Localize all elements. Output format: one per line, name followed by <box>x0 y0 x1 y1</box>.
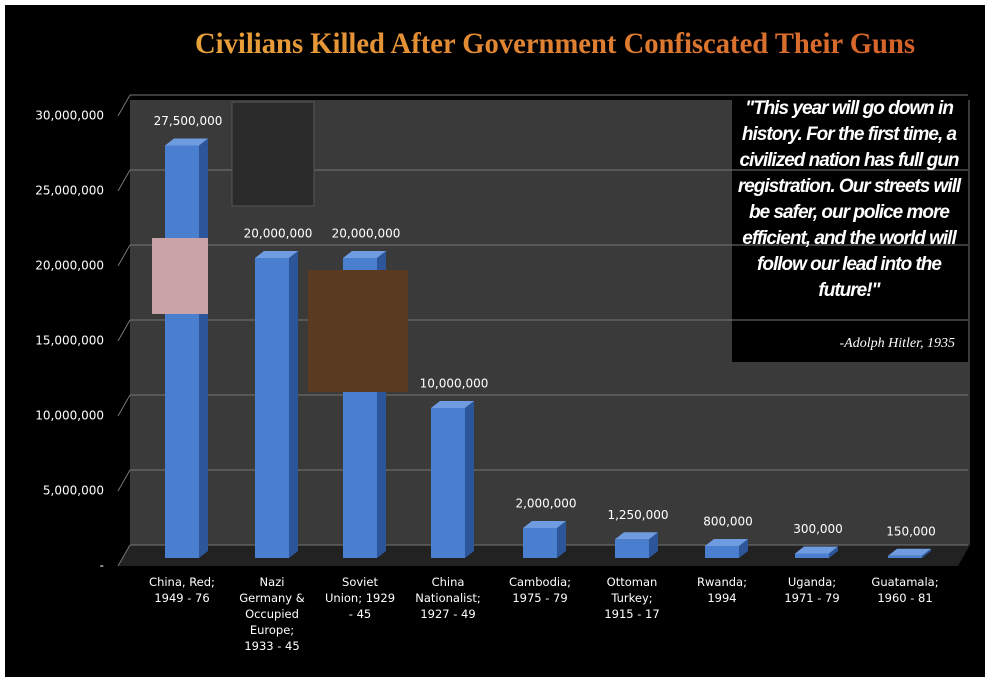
bar-top <box>795 546 838 554</box>
y-tick-label: 15,000,000 <box>35 334 104 348</box>
value-label: 300,000 <box>793 522 843 536</box>
bar-side <box>289 251 298 558</box>
value-label: 27,500,000 <box>154 114 223 128</box>
y-tick-label: 30,000,000 <box>35 109 104 123</box>
x-tick-label: Cambodia; 1975 - 79 <box>508 575 572 605</box>
bar-top <box>615 532 658 540</box>
quote-box <box>732 90 968 362</box>
y-tick-label: 5,000,000 <box>43 484 104 498</box>
bar-top <box>255 251 298 258</box>
x-tick-label: Nazi Germany & Occupied Europe; 1933 - 4… <box>239 575 305 653</box>
grid-line <box>117 244 131 267</box>
x-tick-label: China, Red; 1949 - 76 <box>149 575 215 605</box>
quote-attribution: -Adolph Hitler, 1935 <box>839 336 956 351</box>
grid-line <box>117 169 131 192</box>
grid-line <box>117 319 131 342</box>
x-tick-label: Ottoman Turkey; 1915 - 17 <box>604 575 660 621</box>
grid-line <box>117 394 131 417</box>
value-label: 20,000,000 <box>332 227 401 241</box>
x-tick-label: Soviet Union; 1929 - 45 <box>324 575 396 621</box>
bar <box>705 546 739 558</box>
value-label: 20,000,000 <box>244 227 313 241</box>
photo <box>308 270 408 392</box>
y-tick-label: 20,000,000 <box>35 259 104 273</box>
bar <box>165 145 199 558</box>
x-tick-label: Guatamala; 1960 - 81 <box>871 575 939 605</box>
photo <box>231 101 315 207</box>
y-tick-label: 10,000,000 <box>35 409 104 423</box>
bar-side <box>922 548 931 558</box>
bar <box>523 528 557 558</box>
bar-top <box>705 539 748 546</box>
bar <box>615 539 649 558</box>
grid-line <box>117 544 131 567</box>
quote: "This year will go down in history. For … <box>737 98 961 301</box>
value-label: 800,000 <box>703 515 753 529</box>
bar-top <box>431 401 474 408</box>
y-tick-label: - <box>100 559 104 573</box>
bar-side <box>739 539 748 558</box>
grid-line <box>117 94 131 117</box>
grid-line <box>117 469 131 492</box>
bar-side <box>829 546 838 558</box>
y-tick-label: 25,000,000 <box>35 184 104 198</box>
x-tick-label: Rwanda; 1994 <box>697 575 747 605</box>
bar-top <box>343 251 386 258</box>
bar <box>255 258 289 558</box>
value-label: 150,000 <box>886 524 936 538</box>
value-label: 1,250,000 <box>607 508 668 522</box>
chart-title: Civilians Killed After Government Confis… <box>195 27 915 60</box>
photo <box>152 238 208 314</box>
bar-side <box>649 532 658 558</box>
bar <box>888 555 922 558</box>
value-label: 10,000,000 <box>420 377 489 391</box>
bar-top <box>165 138 208 146</box>
bar <box>431 408 465 558</box>
bar-top <box>888 548 931 556</box>
bar-top <box>523 521 566 528</box>
x-tick-label: China Nationalist; 1927 - 49 <box>415 575 481 621</box>
bar <box>795 553 829 558</box>
bar-side <box>557 521 566 558</box>
bar-side <box>199 138 208 558</box>
value-label: 2,000,000 <box>515 497 576 511</box>
bar-side <box>465 401 474 558</box>
x-tick-label: Uganda; 1971 - 79 <box>784 575 840 605</box>
